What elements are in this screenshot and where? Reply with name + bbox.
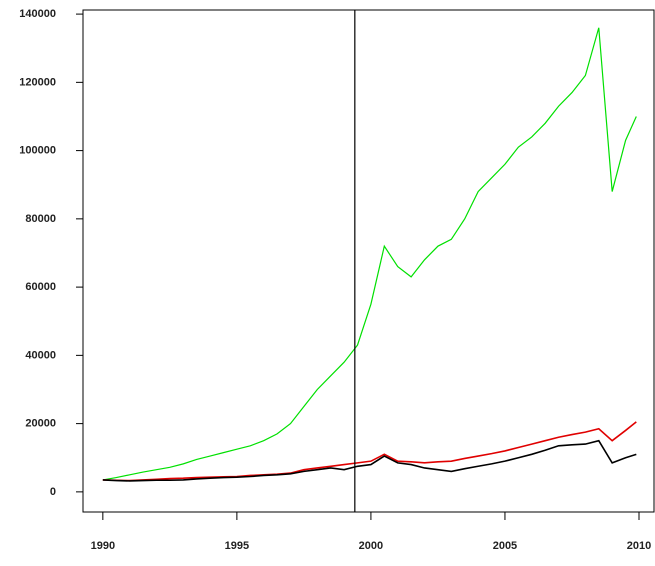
y-tick-label: 40000 bbox=[25, 349, 56, 361]
y-tick-label: 80000 bbox=[25, 213, 56, 225]
plot-frame bbox=[82, 9, 655, 513]
x-tick-label: 2000 bbox=[359, 540, 383, 552]
y-tick-label: 140000 bbox=[19, 8, 56, 20]
x-tick-label: 1995 bbox=[225, 540, 249, 552]
x-tick-label: 1990 bbox=[91, 540, 115, 552]
y-tick-label: 20000 bbox=[25, 418, 56, 430]
y-tick-label: 0 bbox=[50, 486, 56, 498]
series-line bbox=[102, 421, 637, 482]
y-tick-label: 100000 bbox=[19, 145, 56, 157]
y-tick-label: 60000 bbox=[25, 281, 56, 293]
series-line bbox=[102, 27, 637, 481]
x-tick-label: 2005 bbox=[493, 540, 517, 552]
series-line bbox=[102, 439, 637, 482]
y-tick-label: 120000 bbox=[19, 76, 56, 88]
x-tick-label: 2010 bbox=[627, 540, 651, 552]
